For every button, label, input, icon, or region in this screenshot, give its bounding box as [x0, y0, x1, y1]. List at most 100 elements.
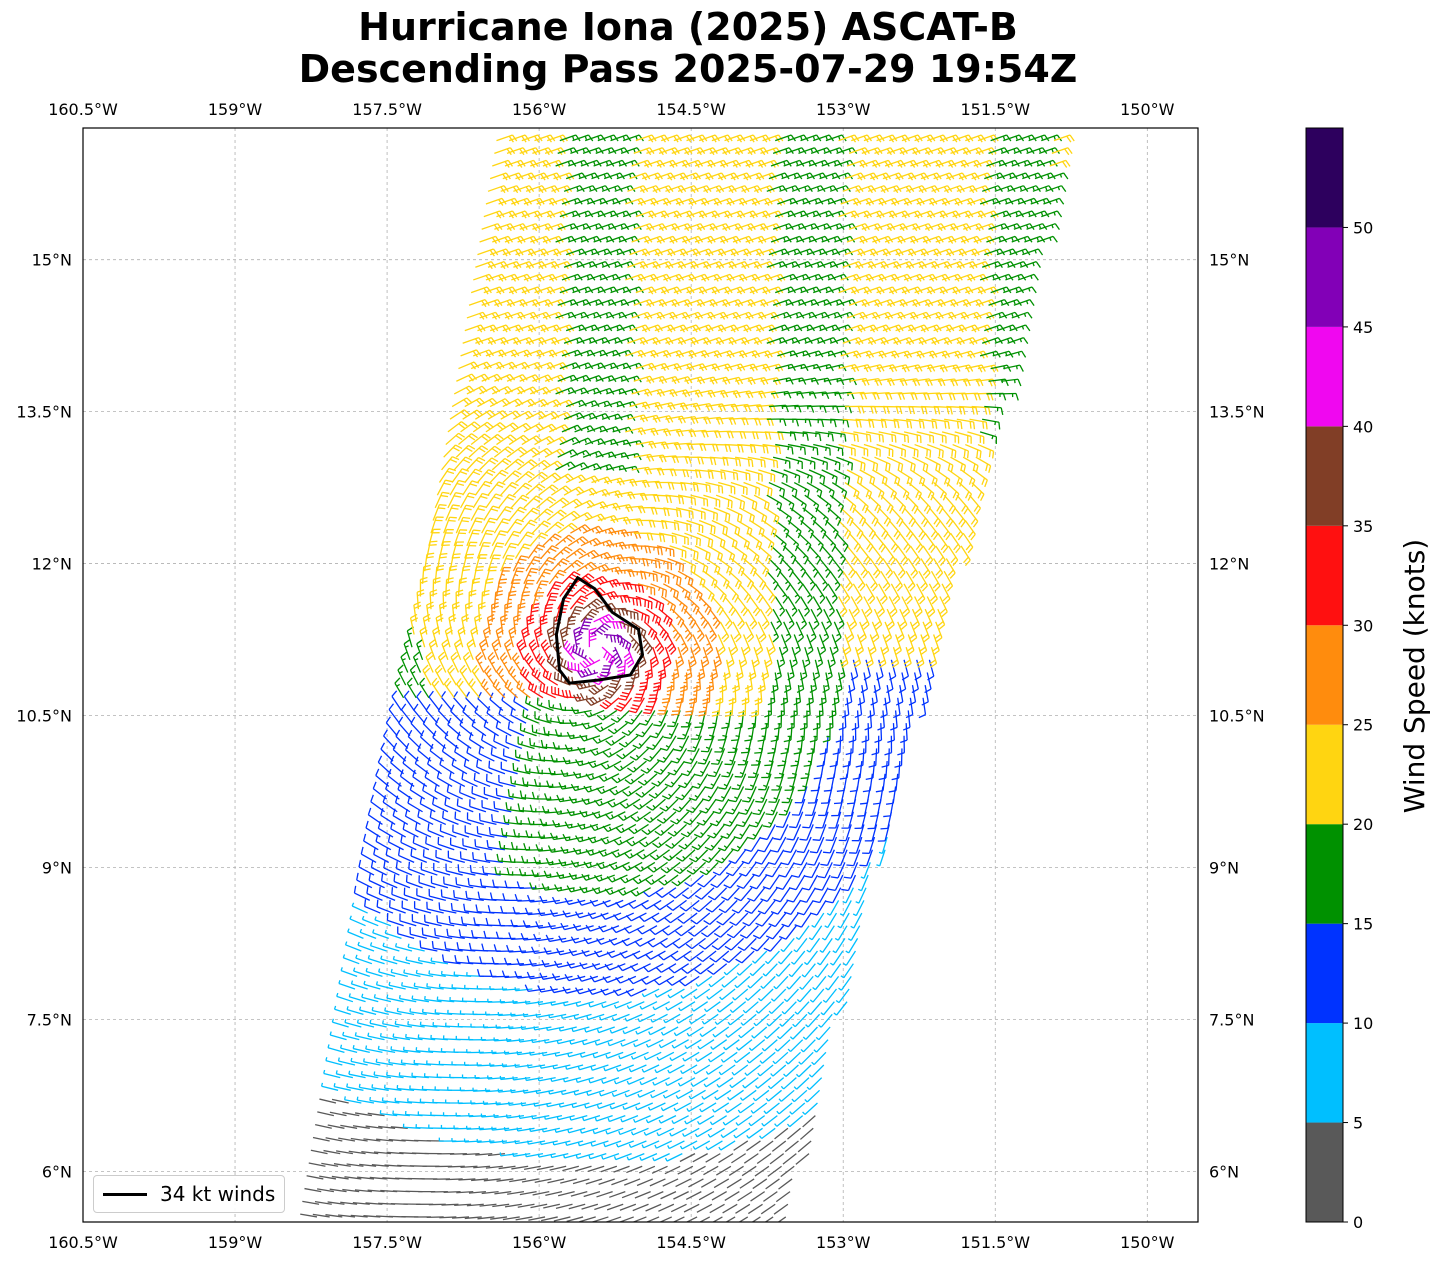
wind-barb [610, 210, 632, 218]
wind-barb [590, 1140, 609, 1147]
wind-barb [738, 1026, 755, 1039]
wind-barb [407, 943, 425, 952]
wind-barb [570, 147, 592, 155]
wind-barb [539, 683, 556, 699]
wind-barb [720, 469, 739, 481]
wind-barb [690, 494, 709, 507]
wind-barb [411, 914, 430, 927]
wind-barb [715, 1165, 732, 1176]
wind-barb [713, 925, 734, 938]
wind-barb [726, 583, 739, 603]
wind-barb [862, 773, 874, 793]
wind-barb [766, 185, 788, 193]
wind-barb [835, 532, 849, 553]
wind-barb [610, 925, 632, 934]
wind-barb [685, 937, 706, 950]
wind-barb [476, 1138, 495, 1144]
wind-barb [694, 710, 707, 729]
colorbar-tick-label: 10 [1353, 1014, 1373, 1033]
wind-barb [462, 651, 472, 673]
wind-barb [338, 1214, 356, 1218]
wind-barb [476, 826, 495, 838]
wind-barb [642, 557, 661, 569]
wind-barb [621, 1191, 639, 1199]
wind-barb [323, 1069, 341, 1079]
wind-barb [625, 988, 647, 997]
wind-barb [981, 337, 1003, 344]
wind-barb [529, 1051, 548, 1056]
wind-barb [561, 273, 583, 281]
wind-barb [645, 1203, 662, 1212]
wind-barb [348, 1070, 366, 1079]
wind-barb [425, 651, 434, 673]
wind-barb [734, 975, 751, 989]
wind-barb [880, 570, 891, 592]
wind-barb [551, 973, 573, 981]
wind-barb [746, 1140, 761, 1152]
wind-barb [795, 925, 810, 941]
wind-barb [591, 324, 613, 332]
wind-barb [490, 1216, 508, 1220]
wind-barb [806, 172, 828, 180]
colorbar-segment [1306, 326, 1343, 427]
wind-barb [633, 608, 650, 624]
wind-barb [751, 950, 768, 964]
wind-barb [342, 1188, 360, 1193]
wind-barb [619, 798, 641, 809]
wind-barb [922, 469, 938, 487]
wind-barb [909, 545, 921, 566]
wind-barb [548, 424, 570, 433]
wind-barb [451, 397, 473, 408]
wind-barb [827, 197, 849, 205]
wind-barb [472, 1010, 491, 1016]
wind-barb [644, 545, 663, 556]
wind-barb [403, 887, 421, 902]
wind-barb [668, 887, 690, 899]
wind-barb [367, 1032, 385, 1041]
wind-barb [810, 608, 820, 630]
wind-barb [598, 925, 620, 933]
wind-barb [327, 1124, 345, 1129]
wind-barb [821, 311, 843, 319]
wind-barb [489, 986, 508, 991]
wind-barb [804, 261, 826, 268]
wind-barb [412, 835, 430, 851]
wind-barb [607, 1115, 626, 1123]
wind-barb [555, 235, 577, 243]
wind-barb [849, 773, 861, 793]
wind-barb [588, 1153, 607, 1160]
wind-barb [613, 912, 635, 921]
wind-barb [737, 937, 757, 952]
wind-barb [614, 337, 636, 344]
wind-barb [787, 760, 800, 779]
wind-barb [487, 1152, 505, 1157]
wind-barb [878, 583, 888, 605]
wind-barb [474, 554, 488, 572]
wind-barb [838, 520, 852, 540]
wind-barb [765, 862, 783, 878]
wind-barb [752, 862, 770, 878]
wind-barb [979, 273, 1001, 281]
wind-barb [459, 851, 478, 864]
wind-barb [383, 1084, 402, 1091]
wind-barb [401, 982, 419, 990]
wind-barb [806, 324, 828, 332]
wind-barb [325, 1214, 343, 1218]
wind-barb [645, 1039, 664, 1048]
wind-barb [543, 1039, 563, 1044]
wind-barb [800, 520, 815, 539]
wind-barb [747, 456, 766, 468]
wind-barb [817, 337, 839, 344]
wind-barb [823, 773, 835, 792]
wind-barb [501, 1139, 520, 1144]
wind-barb [530, 1203, 548, 1209]
wind-barb [493, 1037, 512, 1042]
wind-barb [465, 1125, 484, 1130]
wind-barb [821, 235, 843, 243]
wind-barb [533, 1102, 552, 1107]
colorbar-segment [1306, 824, 1343, 924]
wind-barb [570, 860, 592, 868]
wind-barb [515, 816, 535, 826]
wind-barb [528, 959, 550, 967]
wind-barb [425, 703, 438, 724]
